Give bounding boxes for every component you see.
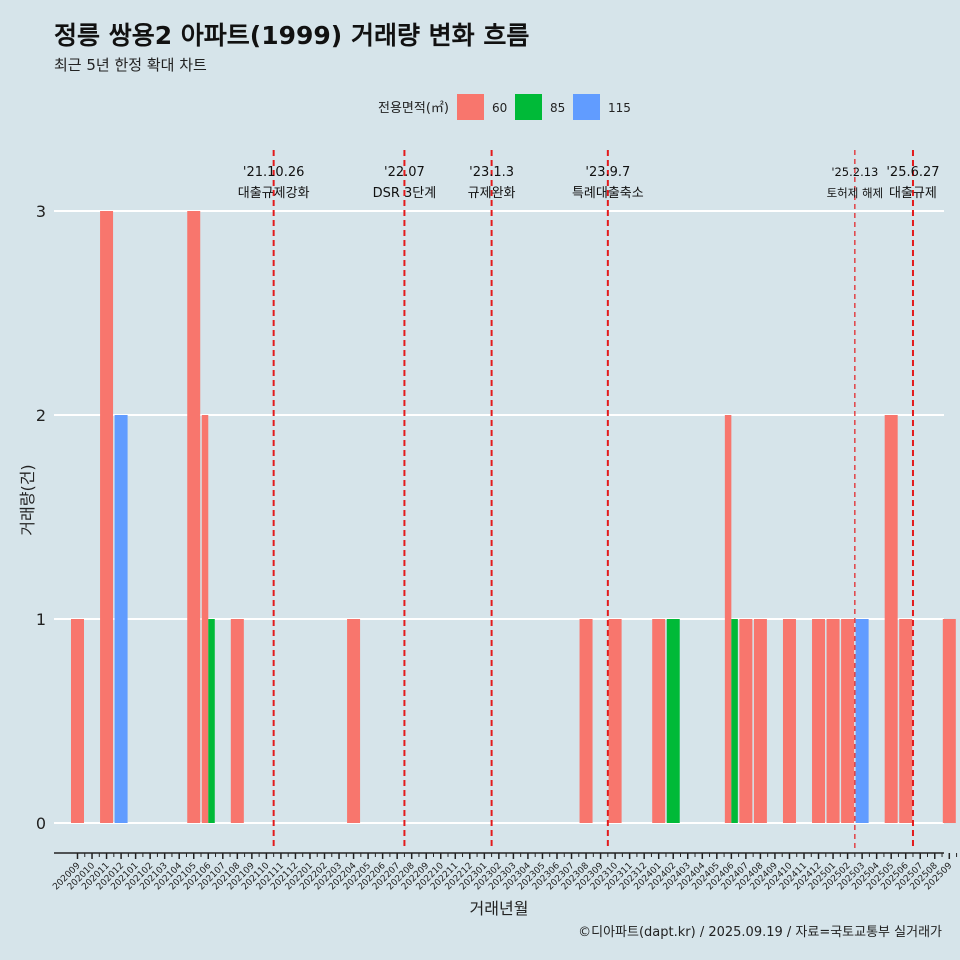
legend-label: 115	[608, 101, 631, 115]
bar-85-202406	[731, 619, 738, 823]
bar-60-202009	[71, 619, 84, 823]
bar-60-202505	[884, 415, 898, 823]
y-tick-label: 0	[36, 814, 46, 833]
bar-60-202408	[753, 619, 767, 823]
bar-60-202410	[782, 619, 796, 823]
legend-label: 85	[550, 101, 565, 115]
bar-115-202012	[114, 415, 128, 823]
chart-subtitle: 최근 5년 한정 확대 차트	[54, 56, 207, 74]
event-date-label: '21.10.26	[243, 165, 304, 180]
bar-60-202509	[942, 619, 956, 823]
bar-60-202401	[652, 619, 666, 823]
event-text-label: 대출규제	[889, 186, 937, 201]
bar-60-202501	[826, 619, 840, 823]
y-tick-label: 1	[36, 610, 46, 629]
bar-60-202407	[739, 619, 753, 823]
bar-60-202108	[230, 619, 244, 823]
bar-115-202503	[855, 619, 869, 823]
event-text-label: 대출규제강화	[238, 186, 310, 201]
y-tick-label: 2	[36, 406, 46, 425]
bar-60-202308	[579, 619, 593, 823]
bar-60-202406	[724, 415, 732, 823]
bar-60-202011	[100, 211, 114, 823]
bar-60-202204	[347, 619, 361, 823]
event-date-label: '23.1.3	[469, 165, 514, 180]
legend-swatch-60	[457, 94, 484, 120]
event-date-label: '25.2.13	[831, 165, 878, 179]
event-date-label: '23.9.7	[585, 165, 630, 180]
event-date-label: '25.6.27	[886, 165, 939, 180]
source-caption: ©디아파트(dapt.kr) / 2025.09.19 / 자료=국토교통부 실…	[578, 925, 942, 940]
x-axis-title: 거래년월	[470, 899, 529, 918]
bar-85-202106	[208, 619, 215, 823]
bar-60-202310	[608, 619, 622, 823]
event-text-label: 특례대출축소	[572, 186, 644, 201]
bar-60-202502	[841, 619, 855, 823]
bar-60-202412	[812, 619, 826, 823]
event-date-label: '22.07	[384, 165, 425, 180]
y-axis-title: 거래량(건)	[18, 464, 37, 535]
event-text-label: DSR 3단계	[373, 186, 437, 201]
bar-60-202105	[187, 211, 201, 823]
event-text-label: 규제완화	[468, 186, 516, 201]
legend-swatch-85	[515, 94, 542, 120]
y-tick-label: 3	[36, 202, 46, 221]
bar-85-202402	[666, 619, 680, 823]
chart-title: 정릉 쌍용2 아파트(1999) 거래량 변화 흐름	[54, 21, 530, 50]
legend-label: 60	[492, 101, 507, 115]
legend-swatch-115	[573, 94, 600, 120]
event-text-label: 토허제 해제	[827, 186, 884, 200]
legend-title: 전용면적(㎡)	[378, 101, 449, 116]
bar-60-202506	[899, 619, 913, 823]
bar-60-202106	[201, 415, 209, 823]
